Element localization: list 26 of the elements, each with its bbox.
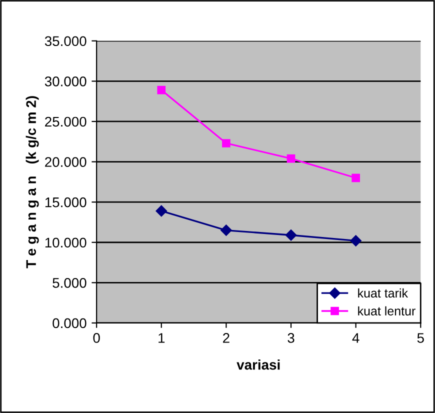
x-tick-label: 0	[93, 333, 100, 343]
legend-label: kuat tarik	[358, 288, 408, 298]
y-tick-label: 15.000	[45, 197, 86, 208]
point	[156, 205, 167, 217]
x-tick-label: 3	[288, 333, 294, 343]
x-axis-title: variasi	[236, 360, 280, 370]
point	[350, 235, 362, 246]
x-tick-label: 5	[417, 333, 424, 343]
x-tick-label: 2	[223, 333, 230, 343]
point	[157, 86, 166, 94]
y-tick-label: 10.000	[45, 238, 86, 248]
point	[220, 224, 232, 236]
y-tick-label: 35.000	[44, 36, 86, 46]
y-tick-label: 0.000	[52, 318, 86, 328]
y-tick-label: 20.000	[45, 157, 86, 167]
y-tick-label: 25.000	[45, 116, 86, 127]
y-tick-label: 30.000	[44, 76, 86, 86]
point	[352, 174, 360, 182]
point	[222, 139, 230, 148]
x-tick-label: 4	[352, 333, 360, 343]
legend-label: kuat lentur	[358, 306, 416, 316]
point	[285, 230, 297, 241]
point	[286, 154, 296, 163]
x-tick-label: 1	[158, 333, 165, 343]
y-tick-label: 5.000	[52, 278, 86, 288]
y-axis-title: T e g a n g a n (k g/c m 2)	[26, 96, 39, 268]
